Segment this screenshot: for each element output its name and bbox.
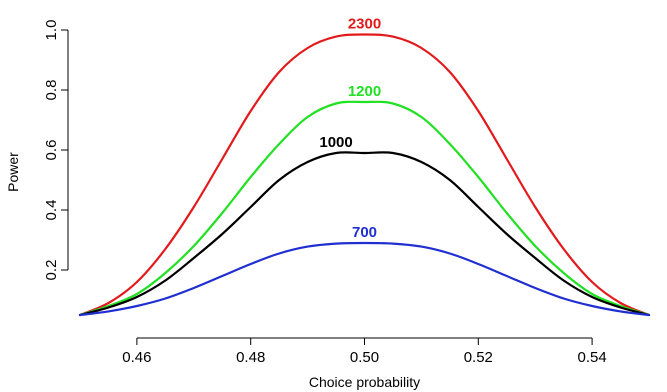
x-tick-label: 0.48 [236,349,265,366]
series-line-1000 [78,151,651,317]
series-label-1000: 1000 [319,134,352,151]
y-tick-label: 0.4 [43,200,60,221]
y-tick-label: 1.0 [43,20,60,41]
axes: 0.46 0.48 0.50 0.52 0.54 0.2 0.4 0.6 0.8 1.0 Cho… [5,20,607,390]
series-label-1200: 1200 [348,83,381,100]
x-ticks: 0.46 0.48 0.50 0.52 0.54 [122,338,607,366]
x-tick-label: 0.52 [464,349,493,366]
series-line-700 [78,241,651,317]
y-axis-title: Power [5,152,21,192]
series-layer [78,33,651,317]
y-tick-label: 0.6 [43,140,60,161]
series-line-2300 [78,33,651,317]
series-label-700: 700 [352,224,377,241]
y-tick-label: 0.8 [43,80,60,101]
x-tick-label: 0.46 [122,349,151,366]
y-tick-label: 0.2 [43,260,60,281]
x-tick-label: 0.50 [350,349,379,366]
x-axis-title: Choice probability [309,374,420,390]
y-ticks: 0.2 0.4 0.6 0.8 1.0 [43,20,68,281]
series-labels: 2300 1200 1000 700 [319,16,381,242]
x-tick-label: 0.54 [577,349,606,366]
series-line-1200 [78,100,651,317]
series-label-2300: 2300 [348,16,381,33]
